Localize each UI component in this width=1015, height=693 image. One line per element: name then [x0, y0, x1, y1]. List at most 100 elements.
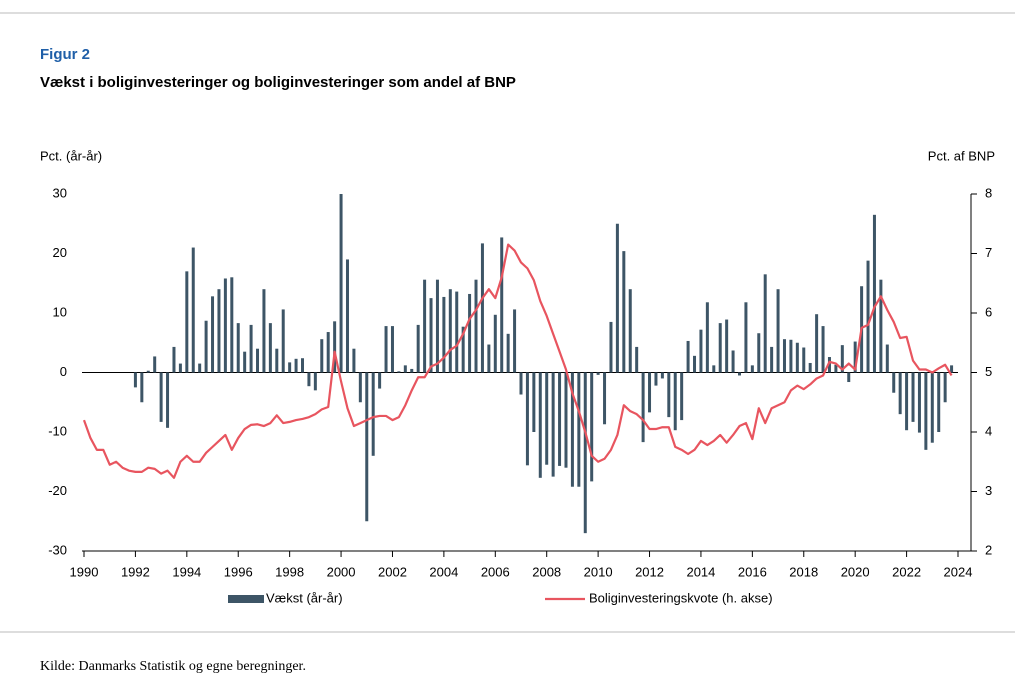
bar	[705, 302, 709, 373]
y2-tick-label: 5	[985, 364, 992, 379]
x-tick-label: 1994	[172, 564, 201, 579]
bar	[641, 372, 645, 443]
legend-label: Vækst (år-år)	[266, 590, 343, 605]
bar	[911, 372, 915, 422]
legend-swatch	[228, 595, 264, 603]
bar	[525, 372, 529, 466]
bar	[686, 340, 690, 373]
bar	[230, 277, 234, 373]
y-tick-label: -10	[48, 423, 67, 438]
bar	[153, 356, 157, 373]
bar	[648, 372, 652, 413]
bar	[564, 372, 568, 468]
y2-tick-label: 4	[985, 423, 992, 438]
x-tick-label: 2020	[841, 564, 870, 579]
bar	[680, 372, 684, 421]
bar	[609, 321, 613, 373]
bar	[853, 341, 857, 373]
y-tick-label: 30	[53, 185, 67, 200]
bar	[281, 309, 285, 373]
x-tick-label: 1992	[121, 564, 150, 579]
bar	[577, 372, 581, 487]
bar	[917, 372, 921, 433]
y2-tick-label: 6	[985, 304, 992, 319]
bar	[390, 326, 394, 373]
y-tick-label: 10	[53, 304, 67, 319]
bar	[898, 372, 902, 415]
bar	[532, 372, 536, 432]
x-tick-label: 2006	[481, 564, 510, 579]
y-tick-label: 0	[60, 364, 67, 379]
bar	[288, 362, 292, 373]
y-tick-label: -20	[48, 483, 67, 498]
bar	[435, 279, 439, 373]
bar	[827, 357, 831, 373]
bar	[140, 372, 144, 403]
y2-axis-label: Pct. af BNP	[928, 148, 995, 163]
bar	[268, 323, 272, 373]
bar	[738, 372, 741, 376]
bar	[480, 243, 484, 373]
bar	[718, 323, 722, 373]
bar	[950, 365, 954, 373]
bar	[731, 350, 735, 373]
bar	[693, 355, 697, 373]
bar	[448, 289, 452, 373]
bar	[905, 372, 909, 431]
x-tick-label: 2014	[686, 564, 715, 579]
bar	[204, 320, 208, 373]
bar	[223, 278, 227, 373]
bar	[635, 346, 639, 373]
bar	[217, 289, 221, 373]
bar	[326, 332, 330, 373]
bar	[339, 194, 343, 373]
bar	[211, 296, 215, 373]
bar	[313, 372, 317, 391]
bar	[673, 372, 677, 431]
bar	[847, 372, 851, 383]
bar	[603, 372, 607, 425]
bar	[712, 365, 716, 373]
bar	[146, 370, 150, 373]
bar	[590, 372, 594, 482]
bar	[596, 372, 600, 375]
y2-tick-label: 3	[985, 483, 992, 498]
bar	[256, 348, 260, 373]
source: Kilde: Danmarks Statistik og egne beregn…	[40, 659, 306, 674]
x-tick-label: 1998	[275, 564, 304, 579]
y-tick-label: -30	[48, 542, 67, 557]
x-tick-label: 2008	[532, 564, 561, 579]
bar	[493, 314, 497, 373]
bar	[763, 274, 767, 373]
bar	[667, 372, 671, 418]
bar	[397, 371, 401, 373]
bar	[429, 298, 433, 373]
x-tick-label: 2024	[944, 564, 973, 579]
bar	[545, 372, 549, 465]
y2-tick-label: 7	[985, 245, 992, 260]
bar	[474, 279, 478, 373]
bar	[198, 363, 202, 373]
x-tick-label: 2022	[892, 564, 921, 579]
bar	[570, 372, 574, 487]
bar	[866, 260, 870, 373]
bar	[699, 329, 703, 373]
y-tick-label: 20	[53, 245, 67, 260]
chart-title: Vækst i boliginvesteringer og boliginves…	[40, 74, 516, 91]
bar	[815, 314, 819, 373]
bar	[506, 333, 510, 373]
bar	[519, 372, 523, 395]
bar	[243, 351, 247, 373]
bar	[622, 251, 626, 373]
bar	[166, 372, 170, 428]
bar	[583, 372, 587, 534]
bar	[371, 372, 375, 456]
bar	[333, 321, 337, 373]
bar	[249, 324, 253, 373]
bar	[365, 372, 369, 522]
bar	[236, 323, 240, 373]
bar	[178, 363, 182, 373]
bar	[294, 358, 298, 373]
bar	[275, 348, 279, 373]
bar	[558, 372, 562, 466]
